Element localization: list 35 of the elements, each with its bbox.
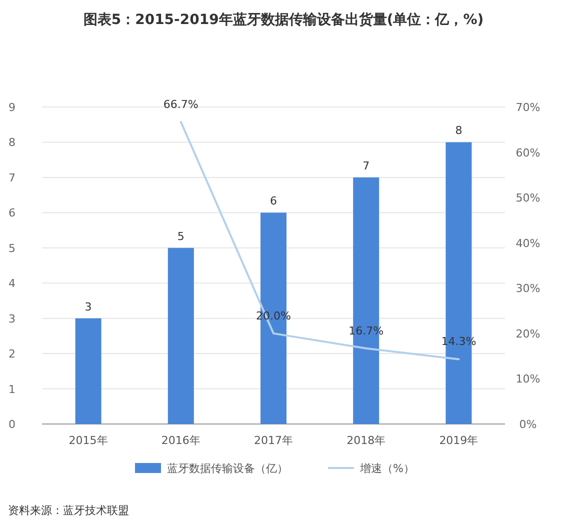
data-label: 8: [455, 124, 462, 138]
y-tick-label: 5: [8, 242, 16, 255]
y2-tick-label: 70%: [516, 101, 540, 114]
x-tick-label: 2017年: [254, 434, 293, 447]
y-tick-label: 9: [8, 101, 16, 114]
y2-tick-label: 30%: [516, 282, 540, 296]
y-tick-label: 3: [8, 312, 16, 326]
y2-tick-label: 10%: [516, 372, 540, 386]
bar: [75, 318, 102, 424]
x-tick-label: 2016年: [161, 434, 200, 447]
legend-label: 增速（%）: [359, 462, 414, 475]
legend-label: 蓝牙数据传输设备（亿）: [167, 462, 288, 475]
y-tick-label: 0: [8, 418, 16, 431]
y2-tick-label: 40%: [516, 236, 540, 250]
y2-tick-label: 50%: [516, 192, 540, 205]
bar: [168, 248, 194, 424]
x-tick-label: 2019年: [439, 434, 478, 447]
x-tick-label: 2018年: [346, 434, 386, 447]
y-tick-label: 6: [8, 206, 16, 220]
text: 资料来源：蓝牙技术联盟: [8, 504, 129, 517]
y2-tick-label: 0%: [519, 418, 537, 431]
y-tick-label: 4: [8, 277, 16, 290]
data-label: 5: [177, 230, 184, 243]
data-label: 3: [84, 300, 92, 314]
y-tick-label: 8: [8, 136, 16, 150]
data-label: 66.7%: [163, 98, 198, 111]
y2-tick-label: 20%: [516, 327, 540, 340]
data-label: 7: [362, 159, 370, 172]
y-tick-label: 2: [8, 348, 16, 361]
y-tick-label: 1: [8, 382, 16, 396]
y2-tick-label: 60%: [516, 146, 540, 160]
x-tick-label: 2015年: [68, 434, 108, 447]
chart-title: 图表5：2015-2019年蓝牙数据传输设备出货量(单位：亿，%): [83, 12, 484, 28]
data-label: 6: [270, 194, 277, 208]
y-tick-label: 7: [8, 171, 16, 184]
